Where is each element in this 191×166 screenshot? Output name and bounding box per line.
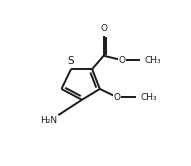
Text: CH₃: CH₃ bbox=[141, 93, 157, 102]
Text: H₂N: H₂N bbox=[40, 116, 57, 125]
Text: O: O bbox=[100, 24, 107, 33]
Text: O: O bbox=[119, 56, 126, 65]
Text: O: O bbox=[114, 93, 121, 102]
Text: CH₃: CH₃ bbox=[145, 56, 161, 65]
Text: S: S bbox=[68, 56, 74, 66]
